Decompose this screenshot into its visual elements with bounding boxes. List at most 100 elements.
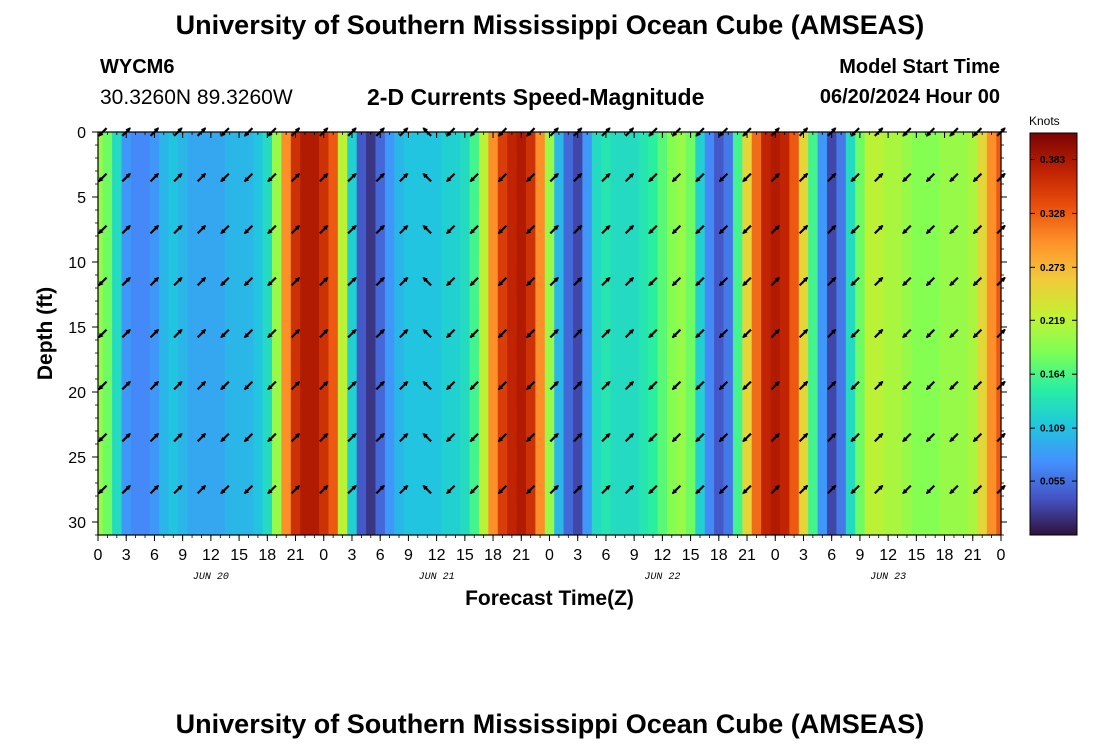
current-vector (601, 432, 611, 443)
x-tick-label: 15 (907, 547, 925, 564)
current-vector (718, 484, 729, 495)
heatmap-cell (356, 132, 367, 535)
colorbar-tick-label: 0.164 (1040, 370, 1065, 381)
colorbar-tick-label: 0.383 (1040, 155, 1065, 166)
current-vector (718, 432, 729, 443)
current-vector (827, 484, 837, 495)
current-vector (173, 484, 183, 495)
current-vector (742, 224, 752, 235)
x-tick-label: 0 (94, 547, 103, 564)
current-vector (173, 380, 183, 391)
current-vector (497, 224, 508, 235)
current-vector (121, 328, 131, 339)
current-vector (220, 328, 230, 339)
current-vector (196, 276, 207, 287)
current-vector (149, 484, 160, 495)
colorbar-unit-label: Knots (1029, 114, 1060, 128)
current-vector (469, 328, 479, 339)
heatmap-cell (911, 132, 922, 535)
current-vector (267, 328, 277, 339)
current-vector (573, 276, 583, 287)
current-vector (671, 432, 682, 443)
current-vector (319, 172, 329, 183)
x-tick-label: 6 (150, 547, 159, 564)
heatmap-cell (300, 132, 311, 535)
current-vector (220, 224, 230, 235)
current-vector (243, 484, 254, 495)
current-vector (469, 172, 479, 183)
current-vector (347, 328, 357, 339)
heatmap-cell (958, 132, 969, 535)
current-vector (347, 380, 357, 391)
current-vector (469, 484, 479, 495)
heatmap-cell (808, 132, 819, 535)
current-vector (196, 380, 207, 391)
x-tick-label: 21 (512, 547, 530, 564)
current-vector (949, 380, 959, 391)
heatmap-cell (234, 132, 245, 535)
current-vector (149, 328, 160, 339)
current-vector (902, 432, 912, 443)
current-vector (549, 380, 559, 391)
current-vector (347, 172, 357, 183)
heatmap-cell (836, 132, 847, 535)
current-vector (497, 380, 508, 391)
current-vector (573, 380, 583, 391)
y-axis: 0 5 10 15 20 25 30 Depth (ft) (34, 125, 1007, 536)
date-label: JUN 21 (419, 572, 455, 583)
y-tick-label: 25 (68, 450, 86, 467)
current-vector (319, 484, 329, 495)
x-tick-label: 0 (545, 547, 554, 564)
heatmap-cell (460, 132, 471, 535)
heatmap-cell (112, 132, 123, 535)
heatmap-cells (98, 132, 1002, 535)
current-vector (549, 172, 559, 183)
current-vector (375, 276, 385, 287)
current-vector (827, 224, 837, 235)
current-vector (850, 276, 860, 287)
current-vector (319, 224, 329, 235)
current-vector (798, 276, 809, 287)
heatmap-cell (930, 132, 941, 535)
current-vector (695, 432, 705, 443)
current-vector (173, 172, 183, 183)
heatmap-cell (563, 132, 574, 535)
current-vector (624, 224, 635, 235)
current-vector (173, 432, 183, 443)
x-tick-label: 3 (348, 547, 357, 564)
current-vector (422, 328, 432, 339)
x-tick-label: 21 (738, 547, 756, 564)
current-vector (827, 172, 837, 183)
y-tick-label: 10 (68, 255, 86, 272)
current-vector (267, 484, 277, 495)
current-vector (850, 172, 860, 183)
current-vector (695, 380, 705, 391)
current-vector (469, 276, 479, 287)
current-vector (196, 172, 207, 183)
page-title-repeat: University of Southern Mississippi Ocean… (175, 709, 925, 739)
current-vector (196, 484, 207, 495)
current-vector (850, 224, 860, 235)
current-vector (220, 380, 230, 391)
x-tick-label: 9 (404, 547, 413, 564)
colorbar-tick-label: 0.055 (1040, 477, 1065, 488)
current-vector (573, 328, 583, 339)
current-vector (347, 224, 357, 235)
current-vector (121, 380, 131, 391)
current-vector (549, 276, 559, 287)
current-vector (469, 380, 479, 391)
current-vector (949, 224, 959, 235)
current-vector (770, 432, 780, 443)
current-vector (949, 172, 959, 183)
heatmap-cell (253, 132, 264, 535)
current-vector (902, 484, 912, 495)
current-vector (243, 380, 254, 391)
heatmap-cell (817, 132, 828, 535)
colorbar-tick-label: 0.109 (1040, 424, 1065, 435)
current-vector (347, 276, 357, 287)
current-vector (399, 484, 409, 495)
current-vector (695, 328, 705, 339)
x-tick-label: 3 (122, 547, 131, 564)
heatmap-cell (779, 132, 790, 535)
current-vector (319, 276, 329, 287)
